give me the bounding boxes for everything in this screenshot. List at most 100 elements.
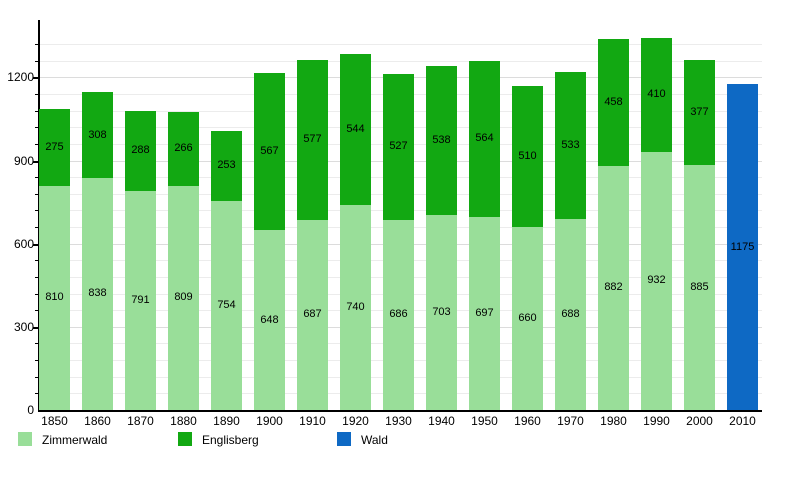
- bar-value-label: 510: [518, 149, 537, 162]
- legend-label-zimmerwald: Zimmerwald: [42, 433, 108, 447]
- bar-segment-englisberg: [125, 110, 156, 191]
- bar-value-label: 740: [346, 300, 365, 313]
- bar-value-label: 544: [346, 123, 365, 136]
- bar-segment-zimmerwald: [211, 201, 242, 410]
- y-axis-tick: [33, 160, 38, 163]
- y-axis-tick: [35, 310, 38, 312]
- x-axis: [38, 410, 762, 412]
- bar-value-label: 660: [518, 312, 537, 325]
- x-tick-label: 1890: [213, 414, 240, 428]
- bar-segment-zimmerwald: [254, 230, 285, 410]
- bar-value-label: 882: [604, 281, 623, 294]
- y-axis-tick: [35, 60, 38, 62]
- y-axis-tick: [33, 243, 38, 246]
- y-axis-tick: [35, 393, 38, 395]
- y-axis-tick: [35, 376, 38, 378]
- x-tick-label: 1940: [428, 414, 455, 428]
- bar-value-label: 810: [45, 291, 64, 304]
- x-tick-label: 1870: [127, 414, 154, 428]
- x-tick-label: 1970: [557, 414, 584, 428]
- bar-value-label: 567: [260, 145, 279, 158]
- x-tick-label: 1960: [514, 414, 541, 428]
- x-tick-label: 1980: [600, 414, 627, 428]
- x-tick-label: 1910: [299, 414, 326, 428]
- y-axis-tick: [35, 44, 38, 46]
- bar-segment-englisberg: [598, 38, 629, 166]
- x-tick-label: 1860: [84, 414, 111, 428]
- bar-value-label: 838: [88, 287, 107, 300]
- bar-segment-zimmerwald: [383, 219, 414, 410]
- bar-segment-englisberg: [383, 73, 414, 220]
- bar-segment-zimmerwald: [39, 185, 70, 410]
- bar-value-label: 791: [131, 293, 150, 306]
- y-axis-tick: [35, 193, 38, 195]
- bar-segment-zimmerwald: [512, 227, 543, 410]
- bar-value-label: 377: [690, 105, 709, 118]
- y-axis-tick: [35, 293, 38, 295]
- bar-segment-englisberg: [211, 130, 242, 202]
- bar-value-label: 686: [389, 308, 408, 321]
- bar-segment-zimmerwald: [555, 219, 586, 410]
- bar-value-label: 932: [647, 274, 666, 287]
- x-tick-label: 1950: [471, 414, 498, 428]
- bar-segment-englisberg: [426, 66, 457, 216]
- y-tick-label: 0: [27, 403, 34, 417]
- bar-segment-zimmerwald: [82, 177, 113, 410]
- bar-segment-zimmerwald: [297, 219, 328, 410]
- y-axis-tick: [33, 326, 38, 329]
- bar-segment-zimmerwald: [426, 215, 457, 410]
- y-axis-tick: [35, 177, 38, 179]
- bar-segment-englisberg: [39, 109, 70, 186]
- englisberg-swatch-icon: [178, 432, 192, 446]
- bar-value-label: 809: [174, 291, 193, 304]
- bar-value-label: 308: [88, 128, 107, 141]
- y-axis-tick: [35, 110, 38, 112]
- x-tick-label: 1920: [342, 414, 369, 428]
- bar-value-label: 564: [475, 132, 494, 145]
- bar-segment-wald: [727, 84, 758, 410]
- bar-value-label: 253: [217, 159, 236, 172]
- legend-label-wald: Wald: [361, 433, 388, 447]
- bar-value-label: 266: [174, 142, 193, 155]
- bar-segment-englisberg: [168, 112, 199, 186]
- bar-value-label: 458: [604, 95, 623, 108]
- bar-value-label: 754: [217, 299, 236, 312]
- zimmerwald-swatch-icon: [18, 432, 32, 446]
- bar-segment-zimmerwald: [340, 204, 371, 410]
- bar-segment-englisberg: [684, 60, 715, 165]
- bar-segment-englisberg: [641, 38, 672, 152]
- x-tick-label: 1900: [256, 414, 283, 428]
- bar-value-label: 410: [647, 88, 666, 101]
- bar-value-label: 538: [432, 134, 451, 147]
- bar-value-label: 703: [432, 306, 451, 319]
- legend: Zimmerwald Englisberg Wald: [0, 432, 795, 448]
- bar-segment-englisberg: [512, 85, 543, 228]
- x-tick-label: 2000: [686, 414, 713, 428]
- y-axis-tick: [35, 227, 38, 229]
- bar-segment-englisberg: [297, 59, 328, 220]
- bar-value-label: 527: [389, 140, 408, 153]
- bar-segment-englisberg: [254, 73, 285, 231]
- y-tick-label: 900: [13, 153, 34, 168]
- bar-segment-zimmerwald: [125, 190, 156, 410]
- y-axis-tick: [35, 94, 38, 96]
- y-axis-tick: [35, 260, 38, 262]
- y-axis-tick: [35, 210, 38, 212]
- bar-value-label: 288: [131, 144, 150, 157]
- bar-segment-zimmerwald: [168, 185, 199, 410]
- bar-value-label: 697: [475, 306, 494, 319]
- bar-value-label: 648: [260, 313, 279, 326]
- y-axis-tick: [35, 360, 38, 362]
- bar-segment-zimmerwald: [598, 165, 629, 410]
- bar-segment-englisberg: [555, 71, 586, 220]
- bar-value-label: 533: [561, 138, 580, 151]
- bar-segment-zimmerwald: [641, 151, 672, 410]
- y-axis-tick: [33, 77, 38, 80]
- y-axis-tick: [35, 143, 38, 145]
- bar-value-label: 885: [690, 280, 709, 293]
- bar-segment-englisberg: [469, 60, 500, 217]
- bar-value-label: 577: [303, 133, 322, 146]
- y-tick-label: 300: [13, 319, 34, 334]
